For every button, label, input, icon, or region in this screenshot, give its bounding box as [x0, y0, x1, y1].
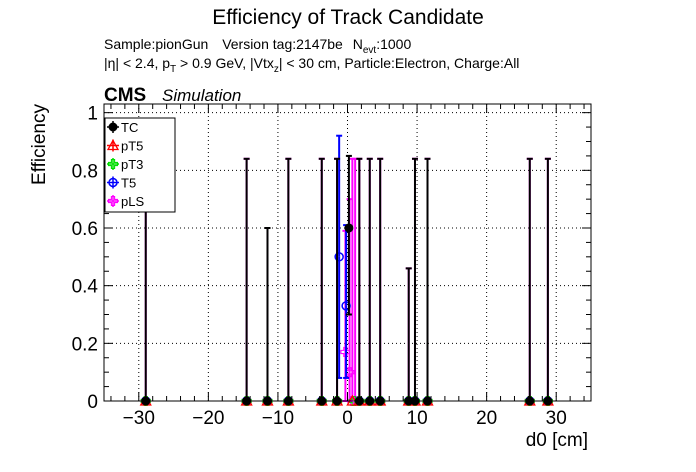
y-tick-label: 0.8	[72, 161, 98, 182]
data-layer	[139, 134, 554, 407]
data-point	[344, 367, 355, 378]
eta-cut: |η| < 2.4, p	[104, 55, 170, 71]
legend-label: pLS	[121, 194, 144, 209]
legend-marker	[107, 158, 119, 170]
series-tc	[141, 154, 553, 406]
legend-label: TC	[121, 120, 138, 135]
pt-cut: > 0.9 GeV, |Vtx	[176, 55, 274, 71]
x-tick-label: 10	[407, 408, 428, 429]
legend-label: pT5	[121, 139, 143, 154]
tick-labels: −30 −20 −10 0 10 20 30 0 0.2 0.4 0.6 0.8 1	[72, 104, 567, 429]
legend-entry-tc: TC	[107, 120, 138, 135]
x-axis-label: d0 [cm]	[526, 430, 588, 451]
chart-title: Efficiency of Track Candidate	[212, 6, 484, 29]
version-label: Version tag:2147be	[222, 36, 343, 52]
x-tick-label: 20	[476, 408, 497, 429]
data-point	[341, 301, 351, 311]
sample-label: Sample:pionGun	[104, 36, 208, 52]
legend-marker	[106, 139, 120, 151]
y-axis-label: Efficiency	[29, 104, 50, 185]
axis-ticks	[104, 104, 591, 402]
legend-marker	[108, 122, 118, 132]
legend-entry-pt3: pT3	[107, 157, 143, 172]
legend-label: T5	[121, 176, 136, 191]
pt-subscript: T	[170, 64, 176, 75]
x-tick-label: −10	[262, 408, 294, 429]
y-tick-label: 0.2	[72, 334, 98, 355]
y-tick-label: 1	[87, 104, 98, 125]
legend-label: pT3	[121, 157, 143, 172]
grid-lines	[104, 104, 591, 402]
legend-entry-pt5: pT5	[106, 139, 143, 154]
subtitle-line-2: |η| < 2.4, pT > 0.9 GeV, |Vtxz| < 30 cm,…	[104, 55, 519, 75]
legend-entry-t5: T5	[107, 176, 136, 191]
legend-box	[104, 117, 176, 213]
x-tick-label: 0	[342, 408, 353, 429]
y-tick-label: 0	[87, 392, 98, 413]
cms-label: CMS	[104, 85, 146, 106]
y-tick-label: 0.6	[72, 219, 98, 240]
nevt-subscript: evt	[363, 45, 377, 56]
nevt-label: N	[353, 36, 363, 52]
vtx-cut: | < 30 cm, Particle:Electron, Charge:All	[279, 55, 520, 71]
simulation-label: Simulation	[162, 86, 241, 105]
y-tick-label: 0.4	[72, 277, 99, 298]
data-point	[334, 252, 344, 262]
data-point	[344, 223, 354, 233]
legend-entry-pls: pLS	[107, 194, 144, 209]
legend-marker	[107, 195, 119, 207]
subtitle-line-1: Sample:pionGun Version tag:2147be Nevt:1…	[104, 36, 411, 56]
x-tick-label: −20	[192, 408, 224, 429]
nevt-value: :1000	[376, 36, 411, 52]
x-tick-label: −30	[123, 408, 155, 429]
x-tick-label: 30	[546, 408, 567, 429]
legend: TC pT5 pT3 T5 pLS	[104, 117, 176, 213]
legend-marker	[108, 177, 118, 188]
vtx-subscript: z	[274, 64, 279, 75]
